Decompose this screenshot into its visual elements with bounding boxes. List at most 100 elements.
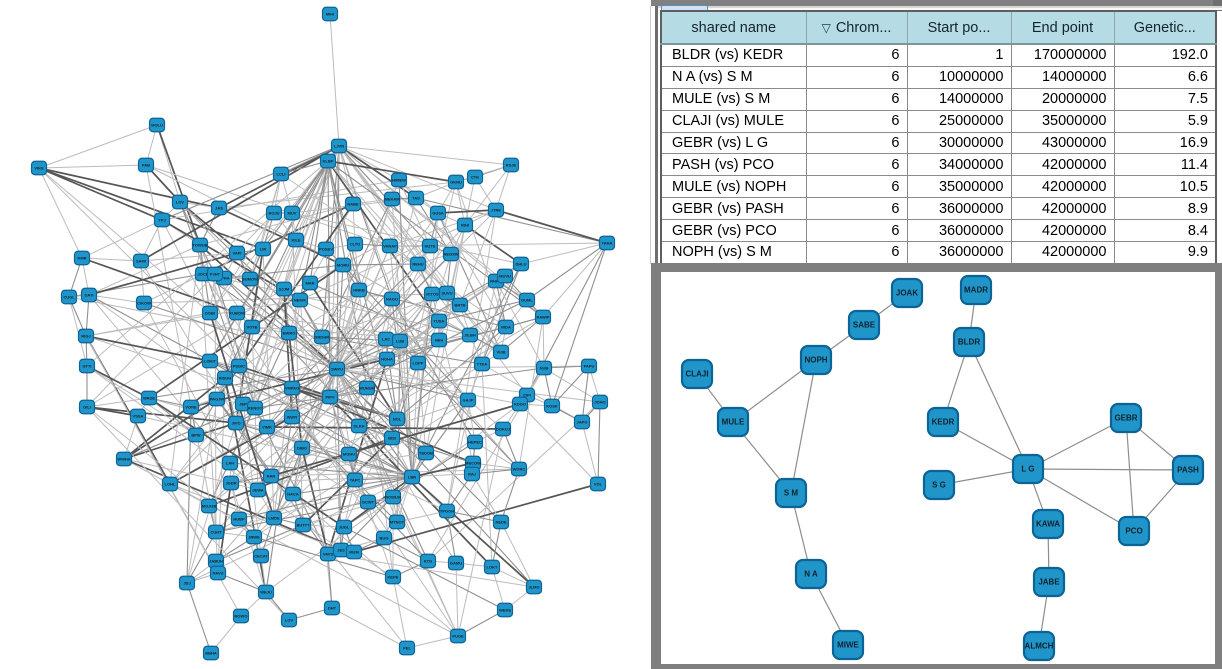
graph-node-mtnot[interactable]: MTNOT bbox=[388, 514, 406, 530]
graph-node-nabe[interactable]: NABE bbox=[344, 196, 362, 212]
graph-node-dhlu[interactable]: DHLU bbox=[512, 256, 530, 272]
graph-node-weke[interactable]: WEKE bbox=[496, 602, 514, 618]
table-row[interactable]: MULE (vs) NOPH 6 35000000 42000000 10.5 bbox=[660, 175, 1217, 199]
graph-node-weju[interactable]: WEJU bbox=[257, 584, 275, 600]
column-header-sharedname[interactable]: shared name bbox=[660, 10, 807, 45]
graph-node-molu[interactable]: MOLU bbox=[148, 117, 166, 133]
graph-node-mojub[interactable]: MOJUB bbox=[200, 498, 218, 514]
graph-node-jctos[interactable]: JCTOS bbox=[423, 286, 441, 302]
graph-node-s-m[interactable]: S M bbox=[774, 477, 808, 509]
graph-node-mekam[interactable]: MEKAM bbox=[383, 191, 400, 207]
graph-node-brtb[interactable]: BRTB bbox=[451, 297, 469, 313]
graph-node-n-a[interactable]: N A bbox=[794, 558, 828, 590]
graph-node-jivo[interactable]: JIVO bbox=[227, 415, 245, 431]
graph-node-pab[interactable]: PAB bbox=[137, 157, 155, 173]
graph-node-mohu[interactable]: MOHU bbox=[340, 446, 358, 462]
graph-node-wuhum[interactable]: WUHUM bbox=[358, 380, 376, 396]
graph-node-pco[interactable]: PCO bbox=[1117, 515, 1151, 547]
graph-node-nago[interactable]: NAGO bbox=[383, 291, 401, 307]
graph-node-sjjm[interactable]: SJJM bbox=[275, 281, 293, 297]
graph-node-kile[interactable]: KILE bbox=[287, 232, 305, 248]
graph-node-mule[interactable]: MULE bbox=[716, 406, 750, 438]
table-row[interactable]: NOPH (vs) S M 6 36000000 42000000 9.9 bbox=[660, 241, 1217, 265]
graph-node-lir[interactable]: LIR bbox=[254, 241, 272, 257]
graph-node-jgdr[interactable]: JGDR bbox=[222, 475, 240, 491]
graph-node-tusa[interactable]: TUSA bbox=[430, 313, 448, 329]
graph-node-hute[interactable]: HUTE bbox=[421, 238, 439, 254]
graph-node-vike[interactable]: VIKE bbox=[30, 160, 48, 176]
graph-node-bbha[interactable]: BBHA bbox=[202, 645, 220, 661]
graph-node-vssa[interactable]: VSSA bbox=[129, 408, 147, 424]
graph-node-sumow[interactable]: SUMOW bbox=[241, 271, 258, 287]
graph-node-vimk[interactable]: VIMK bbox=[258, 419, 276, 435]
graph-node-negsw[interactable]: NEGSW bbox=[442, 246, 460, 262]
table-row[interactable]: GEBR (vs) L G 6 30000000 43000000 16.9 bbox=[660, 131, 1217, 155]
graph-node-papu[interactable]: PAPU bbox=[580, 358, 598, 374]
graph-node-moru[interactable]: MORU bbox=[334, 257, 352, 273]
graph-node-jilbh[interactable]: JILBH bbox=[461, 327, 479, 343]
table-row[interactable]: GEBR (vs) PASH 6 36000000 42000000 8.9 bbox=[660, 197, 1217, 221]
graph-node-pagjw[interactable]: PAGJW bbox=[208, 391, 226, 407]
graph-node-jabe[interactable]: JABE bbox=[1032, 566, 1066, 598]
graph-node-suvu[interactable]: SUVU bbox=[438, 285, 456, 301]
graph-node-s-g[interactable]: S G bbox=[922, 469, 956, 501]
graph-node-rigj[interactable]: RIGJ bbox=[77, 328, 95, 344]
graph-node-cikow[interactable]: CIKOW bbox=[135, 295, 153, 311]
graph-node-claji[interactable]: CLAJI bbox=[680, 358, 714, 390]
graph-node-lub[interactable]: LUB bbox=[391, 333, 409, 349]
graph-node-lov[interactable]: LOV bbox=[171, 194, 189, 210]
graph-node-miwe[interactable]: MIWE bbox=[831, 629, 865, 661]
table-row[interactable]: CLAJI (vs) MULE 6 25000000 35000000 5.9 bbox=[660, 109, 1217, 133]
graph-node-vanap[interactable]: VANAP bbox=[381, 238, 399, 254]
graph-node-dibo[interactable]: DIBO bbox=[293, 440, 311, 456]
filter-sort-icon[interactable]: ▽ bbox=[821, 20, 831, 35]
graph-node-jdj[interactable]: JDJ bbox=[178, 575, 196, 591]
graph-node-gebr[interactable]: GEBR bbox=[1109, 402, 1143, 434]
sub-network-graph[interactable]: JOAK MADR SABE BLDR NOPH CLAJI GEBR KEDR MULE L G… bbox=[661, 272, 1215, 664]
graph-node-joak[interactable]: JOAK bbox=[890, 277, 924, 309]
graph-node-nol[interactable]: NOL bbox=[388, 411, 406, 427]
graph-node-votb[interactable]: VOTB bbox=[243, 319, 261, 335]
graph-node-vone[interactable]: VONE bbox=[182, 399, 200, 415]
graph-node-posev[interactable]: POSEV bbox=[317, 241, 335, 257]
graph-node-wupi[interactable]: WUPI bbox=[283, 409, 301, 425]
graph-node-psdic[interactable]: PSDIC bbox=[230, 358, 248, 374]
graph-node-gknu[interactable]: GKNU bbox=[447, 174, 465, 190]
graph-node-lcli[interactable]: LCLI bbox=[272, 166, 290, 182]
graph-node-tapc[interactable]: TAPC bbox=[346, 472, 364, 488]
graph-node-roju[interactable]: ROJU bbox=[265, 205, 283, 221]
graph-node-bpw[interactable]: BPW bbox=[187, 427, 205, 443]
table-row[interactable]: BLDR (vs) KEDR 6 1 170000000 192.0 bbox=[660, 43, 1217, 67]
graph-node-dht[interactable]: DHT bbox=[323, 600, 341, 616]
column-header-startpo[interactable]: Start po... bbox=[906, 10, 1012, 45]
graph-node-muvu[interactable]: MUVU bbox=[496, 268, 514, 284]
graph-node-tpj[interactable]: TPJ bbox=[153, 212, 171, 228]
graph-node-gajp[interactable]: GAJP bbox=[459, 392, 477, 408]
graph-node-vmpag[interactable]: VMPAG bbox=[283, 380, 301, 396]
graph-node-klbp[interactable]: KLBP bbox=[319, 153, 337, 169]
graph-node-lokit[interactable]: LOKIT bbox=[201, 353, 219, 369]
graph-node-lopp[interactable]: LOPP bbox=[409, 355, 427, 371]
graph-node-hnkb[interactable]: HNKB bbox=[350, 282, 368, 298]
graph-node-tpgoh[interactable]: TPGOH bbox=[438, 503, 456, 519]
graph-node-jep[interactable]: JEP bbox=[234, 396, 252, 412]
table-row[interactable]: GEBR (vs) PCO 6 36000000 42000000 8.4 bbox=[660, 219, 1217, 243]
graph-node-nekik[interactable]: NEKIK bbox=[291, 292, 309, 308]
graph-node-clto[interactable]: CLTO bbox=[346, 236, 364, 252]
graph-node-ttka[interactable]: TTKA bbox=[473, 356, 491, 372]
graph-node-worc[interactable]: WORC bbox=[510, 461, 528, 477]
graph-node-kubow[interactable]: KUBOW bbox=[228, 305, 246, 321]
graph-node-lmde[interactable]: LMDE bbox=[265, 510, 283, 526]
graph-node-muv[interactable]: MUV bbox=[283, 205, 301, 221]
graph-node-raj[interactable]: RAJ bbox=[463, 466, 481, 482]
graph-node-gcwt[interactable]: GCWT bbox=[359, 494, 377, 510]
graph-node-risuh[interactable]: RISUH bbox=[216, 370, 234, 386]
graph-node-pash[interactable]: PASH bbox=[1171, 454, 1205, 486]
graph-node-mihi[interactable]: MIHI bbox=[321, 6, 339, 22]
graph-node-kdgo[interactable]: KDGO bbox=[511, 396, 529, 412]
graph-node-jrwe[interactable]: JRWE bbox=[245, 529, 263, 545]
graph-node-jtre[interactable]: JTRE bbox=[487, 202, 505, 218]
graph-node-tas[interactable]: TAS bbox=[407, 190, 425, 206]
graph-node-joho[interactable]: JOHO bbox=[591, 394, 609, 410]
graph-node-srdhr[interactable]: SRDHR bbox=[313, 329, 331, 345]
